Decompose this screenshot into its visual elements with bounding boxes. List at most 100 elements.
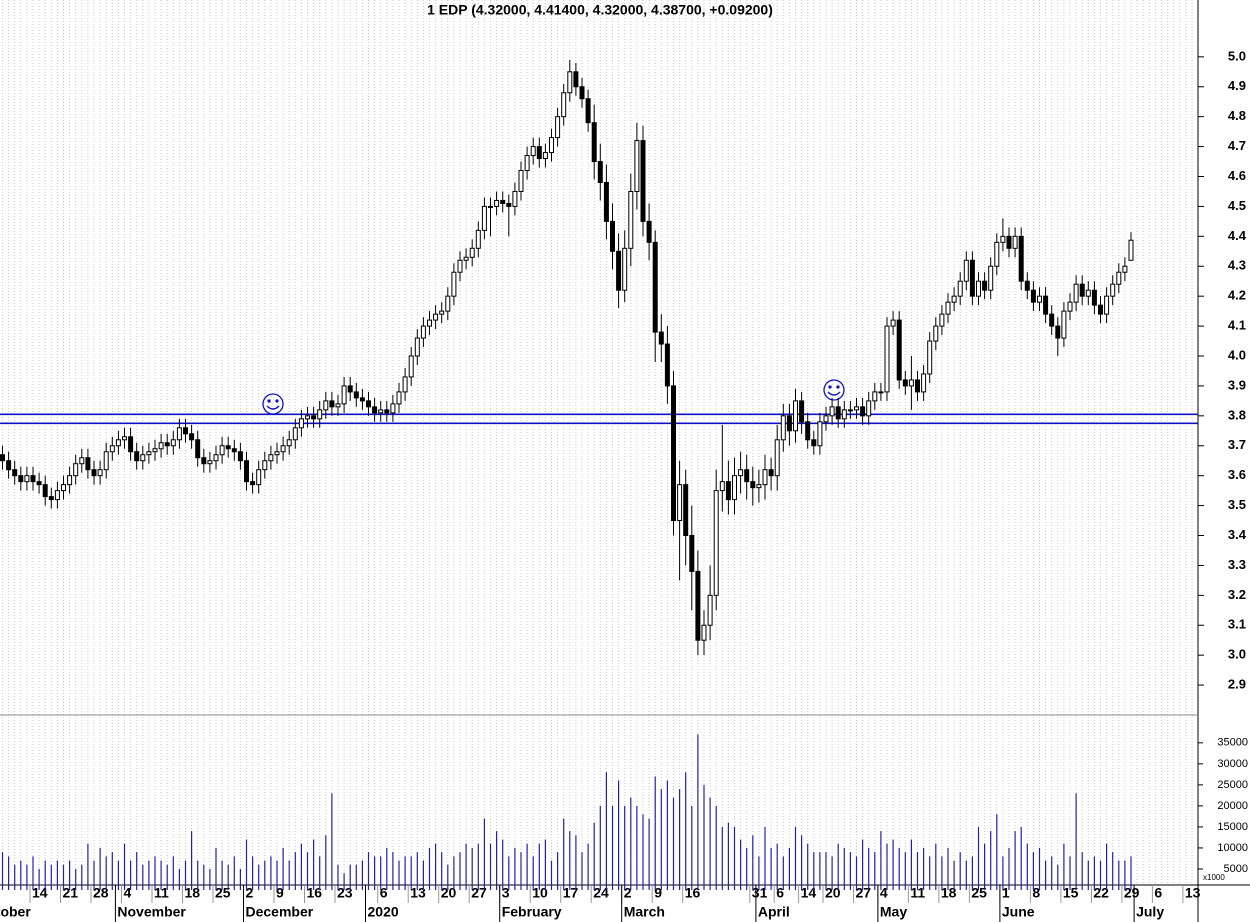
x-tick-label: 27 [471, 885, 487, 901]
candle-body [835, 406, 841, 420]
x-tick-label: 25 [215, 885, 231, 901]
month-label: December [246, 904, 314, 920]
candle-body [1037, 295, 1042, 303]
candle-body [317, 409, 323, 420]
candle-body [475, 229, 481, 249]
y-tick-label: 4.2 [1228, 288, 1246, 303]
y-tick-label: 4.7 [1228, 138, 1246, 153]
candle-body [353, 391, 359, 399]
y-tick-label: 4.1 [1228, 318, 1246, 333]
candle-body [866, 400, 872, 417]
candle-body [250, 481, 256, 486]
volume-tick-label: 30000 [1217, 758, 1248, 770]
candle-body [30, 475, 36, 483]
candle-body [793, 400, 798, 432]
volume-unit-label: x1000 [1203, 873, 1225, 882]
candle-body [530, 146, 536, 157]
candle-body [628, 190, 634, 249]
candle-body [762, 469, 768, 486]
x-tick-label: 13 [410, 885, 426, 901]
smiley-eye [828, 385, 832, 389]
candle-body [884, 325, 890, 393]
candle-body [744, 469, 750, 483]
candle-body [902, 379, 908, 387]
candle-body [1079, 283, 1085, 297]
candle-body [122, 436, 127, 441]
x-tick-label: 18 [185, 885, 201, 901]
candle-body [567, 71, 573, 94]
candle-body [951, 295, 957, 303]
x-tick-label: 14 [801, 885, 817, 901]
candle-body [634, 140, 640, 192]
candle-body [963, 259, 969, 282]
chart-title: 1 EDP (4.32000, 4.41400, 4.32000, 4.3870… [427, 2, 773, 18]
candle-body [1018, 235, 1024, 282]
candle-body [1049, 313, 1055, 327]
candle-body [176, 427, 182, 441]
candle-body [183, 427, 188, 435]
candle-body [1006, 235, 1012, 249]
month-label: July [1136, 904, 1164, 920]
candle-body [97, 469, 103, 477]
candle-body [1073, 283, 1079, 303]
x-tick-label: 6 [380, 885, 388, 901]
candle-body [488, 205, 493, 208]
y-tick-label: 3.6 [1228, 467, 1246, 482]
candle-body [786, 415, 792, 432]
candle-body [207, 460, 213, 465]
candle-body [67, 475, 73, 486]
x-tick-label: 14 [32, 885, 48, 901]
candle-body [921, 373, 927, 393]
candle-body [298, 418, 304, 429]
candle-body [329, 400, 335, 408]
smiley-eye [267, 399, 271, 403]
x-tick-label: 16 [685, 885, 701, 901]
y-tick-label: 4.0 [1228, 347, 1246, 362]
candle-body [1122, 265, 1128, 273]
candle-body [1067, 301, 1073, 312]
candle-body [1128, 239, 1134, 261]
y-tick-label: 4.4 [1228, 228, 1247, 243]
x-tick-label: 17 [563, 885, 579, 901]
x-tick-label: 20 [441, 885, 457, 901]
candle-body [79, 457, 85, 465]
candle-body [18, 475, 24, 483]
candle-body [311, 415, 317, 420]
candle-body [91, 469, 97, 477]
candle-body [292, 427, 298, 441]
candle-body [878, 391, 884, 394]
candle-body [927, 340, 933, 375]
candle-body [573, 71, 579, 88]
month-label: November [117, 904, 186, 920]
volume-tick-label: 10000 [1217, 842, 1248, 854]
candle-body [451, 271, 457, 297]
candle-body [12, 469, 18, 477]
candle-body [372, 406, 378, 414]
candle-body [286, 439, 292, 447]
candle-body [896, 319, 902, 381]
candle-body [652, 241, 658, 333]
candle-body [213, 454, 219, 462]
candle-body [622, 247, 628, 291]
candle-body [109, 445, 115, 453]
candle-body [506, 202, 512, 207]
candle-body [725, 481, 731, 501]
candle-body [536, 146, 542, 160]
candle-body [146, 451, 152, 456]
candle-body [439, 310, 445, 315]
candle-body [384, 409, 390, 414]
x-tick-label: 11 [154, 885, 169, 901]
candle-body [658, 331, 664, 345]
candle-body [945, 301, 951, 315]
volume-tick-label: 25000 [1217, 779, 1248, 791]
candle-body [518, 170, 524, 192]
candle-body [738, 469, 744, 477]
candle-body [610, 220, 615, 252]
candle-body [481, 205, 487, 231]
x-tick-label: 2 [624, 885, 632, 901]
candle-body [957, 280, 963, 297]
candle-body [713, 490, 719, 596]
candle-body [323, 400, 329, 411]
candle-body [750, 481, 756, 489]
